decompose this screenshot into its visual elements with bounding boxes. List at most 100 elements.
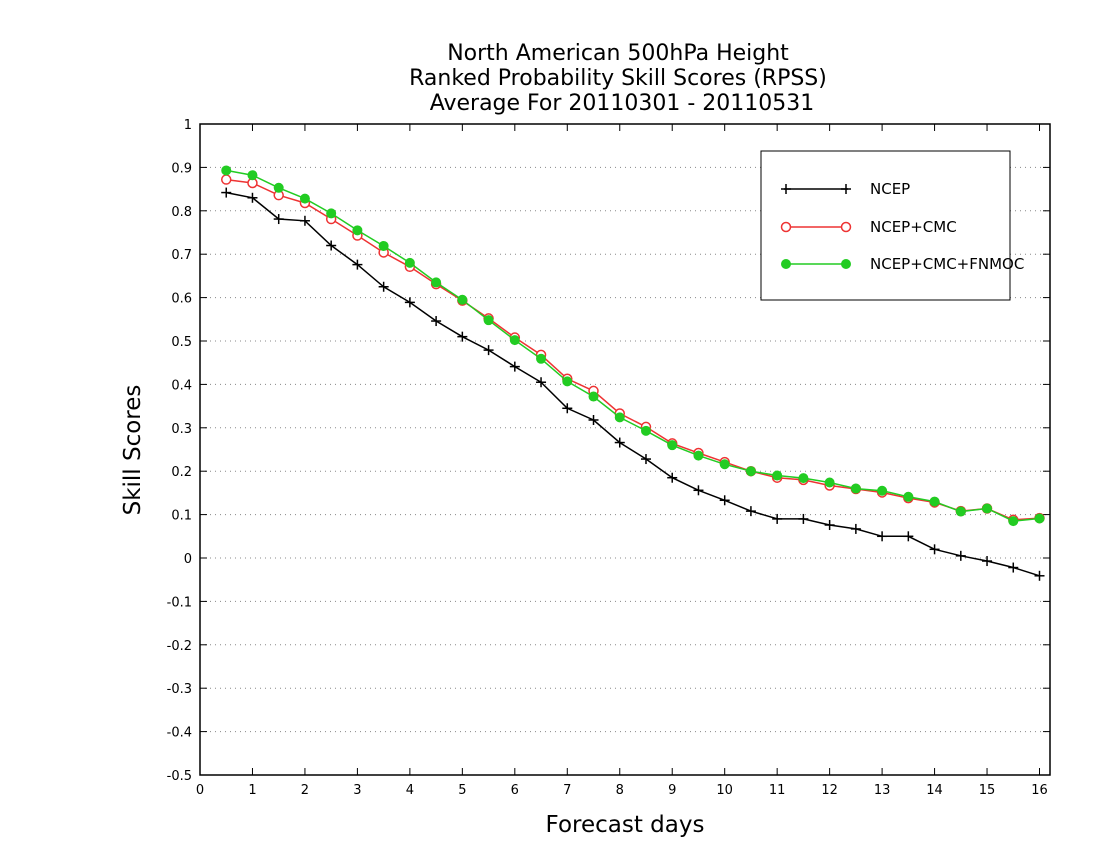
data-point-ncep [378, 281, 389, 292]
series-ncep-cmc-fnmoc [221, 165, 1045, 527]
y-tick-label: 1 [184, 118, 192, 133]
data-point-ncep [299, 215, 310, 226]
x-tick-label: 15 [979, 783, 996, 798]
x-tick-label: 5 [458, 783, 466, 798]
x-tick-label: 7 [563, 783, 571, 798]
x-tick-label: 2 [301, 783, 309, 798]
data-point-ncep [745, 506, 756, 517]
gridlines [200, 166, 1050, 733]
chart-title-line-3: Average For 20110301 - 20110531 [430, 91, 815, 116]
data-point-ncep [877, 531, 888, 542]
data-point-ncep [982, 556, 993, 567]
data-point-ncep [457, 331, 468, 342]
data-point-ncep-cmc-fnmoc [404, 257, 415, 268]
data-point-ncep-cmc-fnmoc [640, 425, 651, 436]
data-point-ncep [536, 377, 547, 388]
y-axis-ticks: -0.5 -0.4 -0.3 -0.2 -0.1 0 0.1 0.2 0.3 0.4 0.5 0.6 0… [167, 118, 1050, 784]
data-point-ncep-cmc-fnmoc [745, 466, 756, 477]
x-tick-label: 11 [769, 783, 786, 798]
y-tick-label: 0.6 [171, 292, 192, 307]
y-tick-label: -0.5 [167, 769, 192, 784]
y-tick-label: -0.3 [167, 682, 192, 697]
data-point-ncep-cmc-fnmoc [509, 335, 520, 346]
data-point-ncep [326, 240, 337, 251]
y-tick-label: 0.5 [171, 335, 192, 350]
data-point-ncep-cmc-fnmoc [221, 165, 232, 176]
data-point-ncep-cmc-fnmoc [719, 459, 730, 470]
legend-label-ncep-cmc-fnmoc: NCEP+CMC+FNMOC [870, 255, 1024, 273]
data-point-ncep [562, 403, 573, 414]
x-tick-label: 1 [248, 783, 256, 798]
y-tick-label: -0.2 [167, 639, 192, 654]
x-tick-label: 4 [406, 783, 414, 798]
chart-title-line-2: Ranked Probability Skill Scores (RPSS) [409, 66, 827, 91]
data-point-ncep [640, 454, 651, 465]
series-ncep [221, 187, 1045, 581]
x-tick-label: 12 [821, 783, 838, 798]
data-point-ncep [1008, 562, 1019, 573]
data-point-ncep-cmc-fnmoc [667, 440, 678, 451]
data-point-ncep-cmc-fnmoc [326, 208, 337, 219]
chart-title: North American 500hPa Height Ranked Prob… [409, 41, 827, 116]
data-point-ncep [693, 485, 704, 496]
data-point-ncep [772, 513, 783, 524]
data-point-ncep [483, 345, 494, 356]
data-point-ncep [850, 523, 861, 534]
x-axis-label: Forecast days [546, 812, 705, 838]
x-tick-label: 10 [716, 783, 733, 798]
x-tick-label: 9 [668, 783, 676, 798]
data-point-ncep [431, 316, 442, 327]
data-point-ncep [719, 495, 730, 506]
data-point-ncep-cmc-fnmoc [247, 170, 258, 181]
chart-title-line-1: North American 500hPa Height [447, 41, 789, 66]
y-tick-label: -0.1 [167, 595, 192, 610]
data-point-ncep-cmc-fnmoc [824, 477, 835, 488]
data-point-ncep-cmc-fnmoc [614, 412, 625, 423]
data-point-ncep-cmc-fnmoc [483, 315, 494, 326]
data-point-ncep-cmc-fnmoc [457, 294, 468, 305]
data-point-ncep [614, 437, 625, 448]
data-point-ncep [929, 544, 940, 555]
x-axis-ticks: 0 1 2 3 4 5 6 7 8 9 10 11 12 13 14 15 16 [196, 124, 1048, 798]
plot-area [220, 165, 1045, 581]
y-tick-label: 0.3 [171, 422, 192, 437]
data-point-ncep [1034, 570, 1045, 581]
data-point-ncep [955, 550, 966, 561]
data-point-ncep [667, 472, 678, 483]
x-tick-label: 3 [353, 783, 361, 798]
data-point-ncep-cmc-fnmoc [588, 391, 599, 402]
y-tick-label: 0.8 [171, 205, 192, 220]
data-point-ncep-cmc-fnmoc [693, 450, 704, 461]
data-point-ncep-cmc-fnmoc [536, 353, 547, 364]
data-point-ncep-cmc-fnmoc [903, 491, 914, 502]
data-point-ncep-cmc-fnmoc [982, 503, 993, 514]
data-point-ncep-cmc-fnmoc [850, 483, 861, 494]
data-point-ncep-cmc-fnmoc [273, 182, 284, 193]
y-tick-label: 0.9 [171, 161, 192, 176]
legend-marker-ncep [841, 184, 851, 194]
x-tick-label: 14 [926, 783, 943, 798]
data-point-ncep-cmc-fnmoc [798, 473, 809, 484]
data-point-ncep [903, 531, 914, 542]
y-tick-label: 0.4 [171, 378, 192, 393]
legend-marker-ncep-cmc [840, 221, 852, 233]
data-point-ncep [509, 361, 520, 372]
y-tick-label: 0.1 [171, 509, 192, 524]
x-tick-label: 6 [511, 783, 519, 798]
data-point-ncep [352, 259, 363, 270]
x-tick-label: 0 [196, 783, 204, 798]
legend-label-ncep-cmc: NCEP+CMC [870, 218, 957, 236]
plot-frame [199, 123, 1051, 776]
data-point-ncep-cmc-fnmoc [378, 240, 389, 251]
data-point-ncep-cmc-fnmoc [955, 506, 966, 517]
data-point-ncep-cmc-fnmoc [431, 277, 442, 288]
data-point-ncep-cmc-fnmoc [1008, 516, 1019, 527]
x-tick-label: 13 [874, 783, 891, 798]
data-point-ncep-cmc-fnmoc [877, 485, 888, 496]
legend-box [760, 150, 1011, 301]
legend-marker-ncep-cmc [780, 221, 792, 233]
legend-marker-ncep-cmc-fnmoc [781, 259, 791, 269]
legend-marker-ncep [781, 184, 791, 194]
